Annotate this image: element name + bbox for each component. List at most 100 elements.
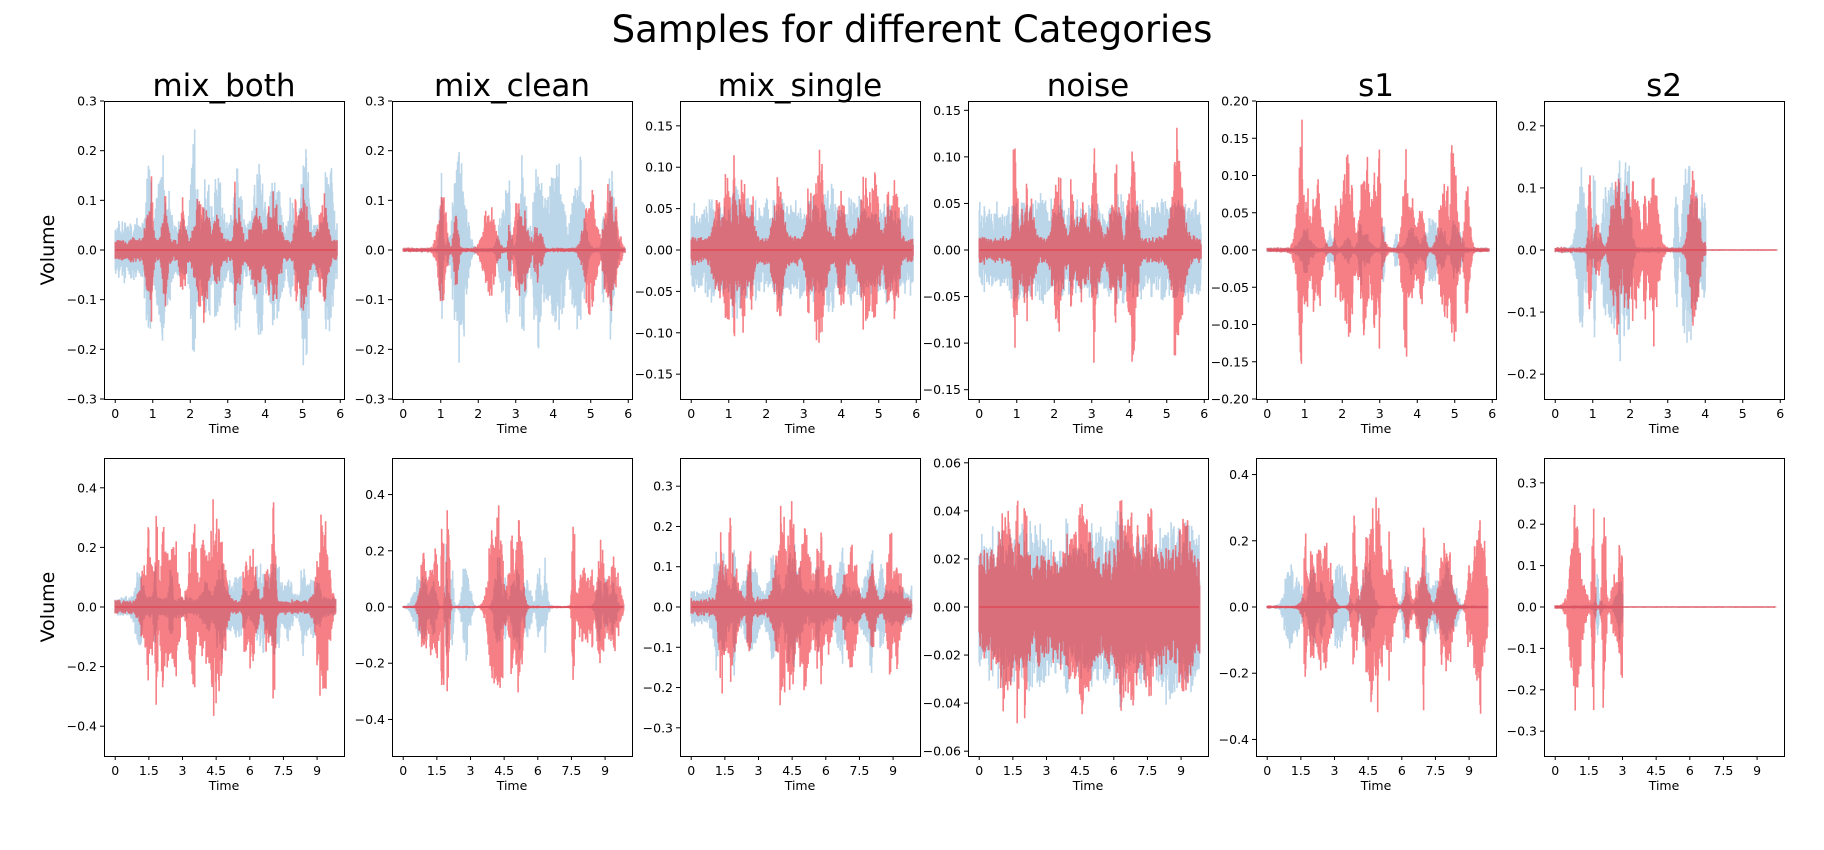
axes-frame bbox=[680, 101, 921, 400]
y-tick-label: 0.00 bbox=[1221, 243, 1249, 258]
y-tick-label: −0.1 bbox=[355, 292, 385, 307]
x-axis-label: Time bbox=[1360, 421, 1392, 436]
x-tick-label: 7.5 bbox=[849, 763, 869, 778]
x-tick-label: 1 bbox=[1301, 406, 1309, 421]
x-tick-label: 6 bbox=[1686, 763, 1694, 778]
y-tick-label: −0.4 bbox=[1219, 732, 1249, 747]
x-tick-label: 5 bbox=[1163, 406, 1171, 421]
y-tick-label: −0.2 bbox=[1507, 682, 1537, 697]
waveform-area bbox=[690, 149, 914, 343]
axes-frame bbox=[968, 458, 1209, 757]
x-tick-label: 3 bbox=[512, 406, 520, 421]
x-tick-label: 1 bbox=[149, 406, 157, 421]
y-tick-label: 0.10 bbox=[1221, 168, 1249, 183]
x-tick-label: 2 bbox=[1338, 406, 1346, 421]
x-tick-label: 1.5 bbox=[1579, 763, 1599, 778]
x-tick-label: 3 bbox=[1664, 406, 1672, 421]
y-tick-label: 0.15 bbox=[645, 118, 673, 133]
y-tick-label: 0.2 bbox=[365, 143, 385, 158]
x-tick-label: 1 bbox=[725, 406, 733, 421]
x-tick-label: 1.5 bbox=[427, 763, 447, 778]
y-tick-label: −0.06 bbox=[923, 744, 961, 759]
x-tick-label: 5 bbox=[1451, 406, 1459, 421]
panel-s1-row-1: 0.20 0.15 0.10 0.05 0.00 −0.05 −0.10 −0.15 −0.20… bbox=[1211, 68, 1497, 436]
y-tick-label: −0.05 bbox=[923, 289, 961, 304]
x-tick-label: 7.5 bbox=[1137, 763, 1157, 778]
y-tick-label: 0.0 bbox=[365, 600, 385, 615]
y-tick-label: 0.15 bbox=[1221, 131, 1249, 146]
y-tick-label: −0.10 bbox=[1211, 317, 1249, 332]
y-tick-label: 0.04 bbox=[933, 503, 961, 518]
x-tick-label: 9 bbox=[1465, 763, 1473, 778]
y-tick-label: 0.3 bbox=[1517, 475, 1537, 490]
x-tick-label: 4.5 bbox=[1646, 763, 1666, 778]
y-tick-label: 0.00 bbox=[933, 600, 961, 615]
x-tick-label: 4.5 bbox=[1070, 763, 1090, 778]
y-tick-label: 0.10 bbox=[645, 160, 673, 175]
y-tick-label: 0.1 bbox=[1517, 558, 1537, 573]
x-axis-label: Time bbox=[208, 778, 240, 793]
y-tick-label: 0.00 bbox=[645, 243, 673, 258]
panel-s1-row-2: 0.4 0.2 0.0 −0.2 −0.4 0 1.5 3 4.5 6 7.5 9 Time bbox=[1219, 458, 1497, 793]
x-tick-label: 4.5 bbox=[494, 763, 514, 778]
x-tick-label: 9 bbox=[889, 763, 897, 778]
panel-s2-row-1: 0.2 0.1 0.0 −0.1 −0.2 0 1 2 3 4 5 6 Time s2 bbox=[1507, 68, 1785, 436]
y-tick-label: 0.1 bbox=[77, 193, 97, 208]
panel-mix_both-row-1: 0.3 0.2 0.1 0.0 −0.1 −0.2 −0.3 0 1 2 3 4 5 6 Time mix_b… bbox=[37, 68, 345, 436]
y-tick-label: −0.2 bbox=[67, 659, 97, 674]
y-tick-label: 0.4 bbox=[365, 487, 385, 502]
y-tick-label: 0.2 bbox=[77, 143, 97, 158]
y-tick-label: 0.1 bbox=[653, 559, 673, 574]
waveform-area bbox=[978, 127, 1202, 363]
foreground-waveform bbox=[690, 149, 914, 343]
foreground-waveform bbox=[1554, 505, 1777, 711]
axes-frame bbox=[392, 101, 633, 400]
axes-frame bbox=[392, 458, 633, 757]
axes-frame bbox=[1544, 458, 1785, 757]
x-tick-label: 0 bbox=[1551, 406, 1559, 421]
waveform-area bbox=[1554, 160, 1778, 362]
x-tick-label: 6 bbox=[822, 763, 830, 778]
x-axis-label: Time bbox=[1072, 421, 1104, 436]
panel-noise-row-2: 0.06 0.04 0.02 0.00 −0.02 −0.04 −0.06 0 1.5 3 4.5 6… bbox=[923, 455, 1209, 793]
y-tick-label: 0.1 bbox=[365, 193, 385, 208]
x-axis-label: Time bbox=[1648, 421, 1680, 436]
foreground-waveform bbox=[1266, 497, 1489, 714]
panel-title-mix_clean: mix_clean bbox=[434, 68, 590, 104]
x-tick-label: 6 bbox=[246, 763, 254, 778]
y-tick-label: −0.3 bbox=[643, 720, 673, 735]
x-tick-label: 4 bbox=[261, 406, 269, 421]
x-tick-label: 4 bbox=[1701, 406, 1709, 421]
y-tick-label: 0.02 bbox=[933, 551, 961, 566]
x-tick-label: 4 bbox=[1413, 406, 1421, 421]
x-tick-label: 6 bbox=[624, 406, 632, 421]
panel-mix_single-row-2: 0.3 0.2 0.1 0.0 −0.1 −0.2 −0.3 0 1.5 3 4.5 6 7.5 9 Tim… bbox=[643, 458, 921, 793]
x-axis-label: Time bbox=[784, 778, 816, 793]
x-tick-label: 2 bbox=[186, 406, 194, 421]
x-tick-label: 1.5 bbox=[715, 763, 735, 778]
panel-title-s2: s2 bbox=[1646, 68, 1682, 104]
x-tick-label: 7.5 bbox=[1713, 763, 1733, 778]
x-tick-label: 6 bbox=[1200, 406, 1208, 421]
panel-noise-row-1: 0.15 0.10 0.05 0.00 −0.05 −0.10 −0.15 0 1 2 3 4 5 6 Ti… bbox=[923, 68, 1209, 436]
y-axis-label: Volume bbox=[37, 215, 59, 286]
y-tick-label: 0.2 bbox=[365, 543, 385, 558]
y-tick-label: 0.0 bbox=[365, 243, 385, 258]
x-tick-label: 6 bbox=[336, 406, 344, 421]
panel-mix_both-row-2: 0.4 0.2 0.0 −0.2 −0.4 0 1.5 3 4.5 6 7.5 9 Time Volume bbox=[37, 458, 345, 793]
x-tick-label: 3 bbox=[224, 406, 232, 421]
panel-title-mix_both: mix_both bbox=[152, 68, 295, 104]
panel-title-s1: s1 bbox=[1358, 68, 1394, 104]
axes-frame bbox=[1256, 101, 1497, 400]
x-tick-label: 4 bbox=[549, 406, 557, 421]
x-axis-label: Time bbox=[1648, 778, 1680, 793]
y-tick-label: −0.3 bbox=[67, 392, 97, 407]
x-tick-label: 1 bbox=[437, 406, 445, 421]
panel-title-noise: noise bbox=[1047, 68, 1129, 104]
x-tick-label: 5 bbox=[299, 406, 307, 421]
waveform-area bbox=[114, 129, 338, 366]
y-tick-label: −0.10 bbox=[923, 336, 961, 351]
y-tick-label: −0.2 bbox=[643, 680, 673, 695]
y-tick-label: 0.3 bbox=[653, 479, 673, 494]
x-tick-label: 3 bbox=[179, 763, 187, 778]
